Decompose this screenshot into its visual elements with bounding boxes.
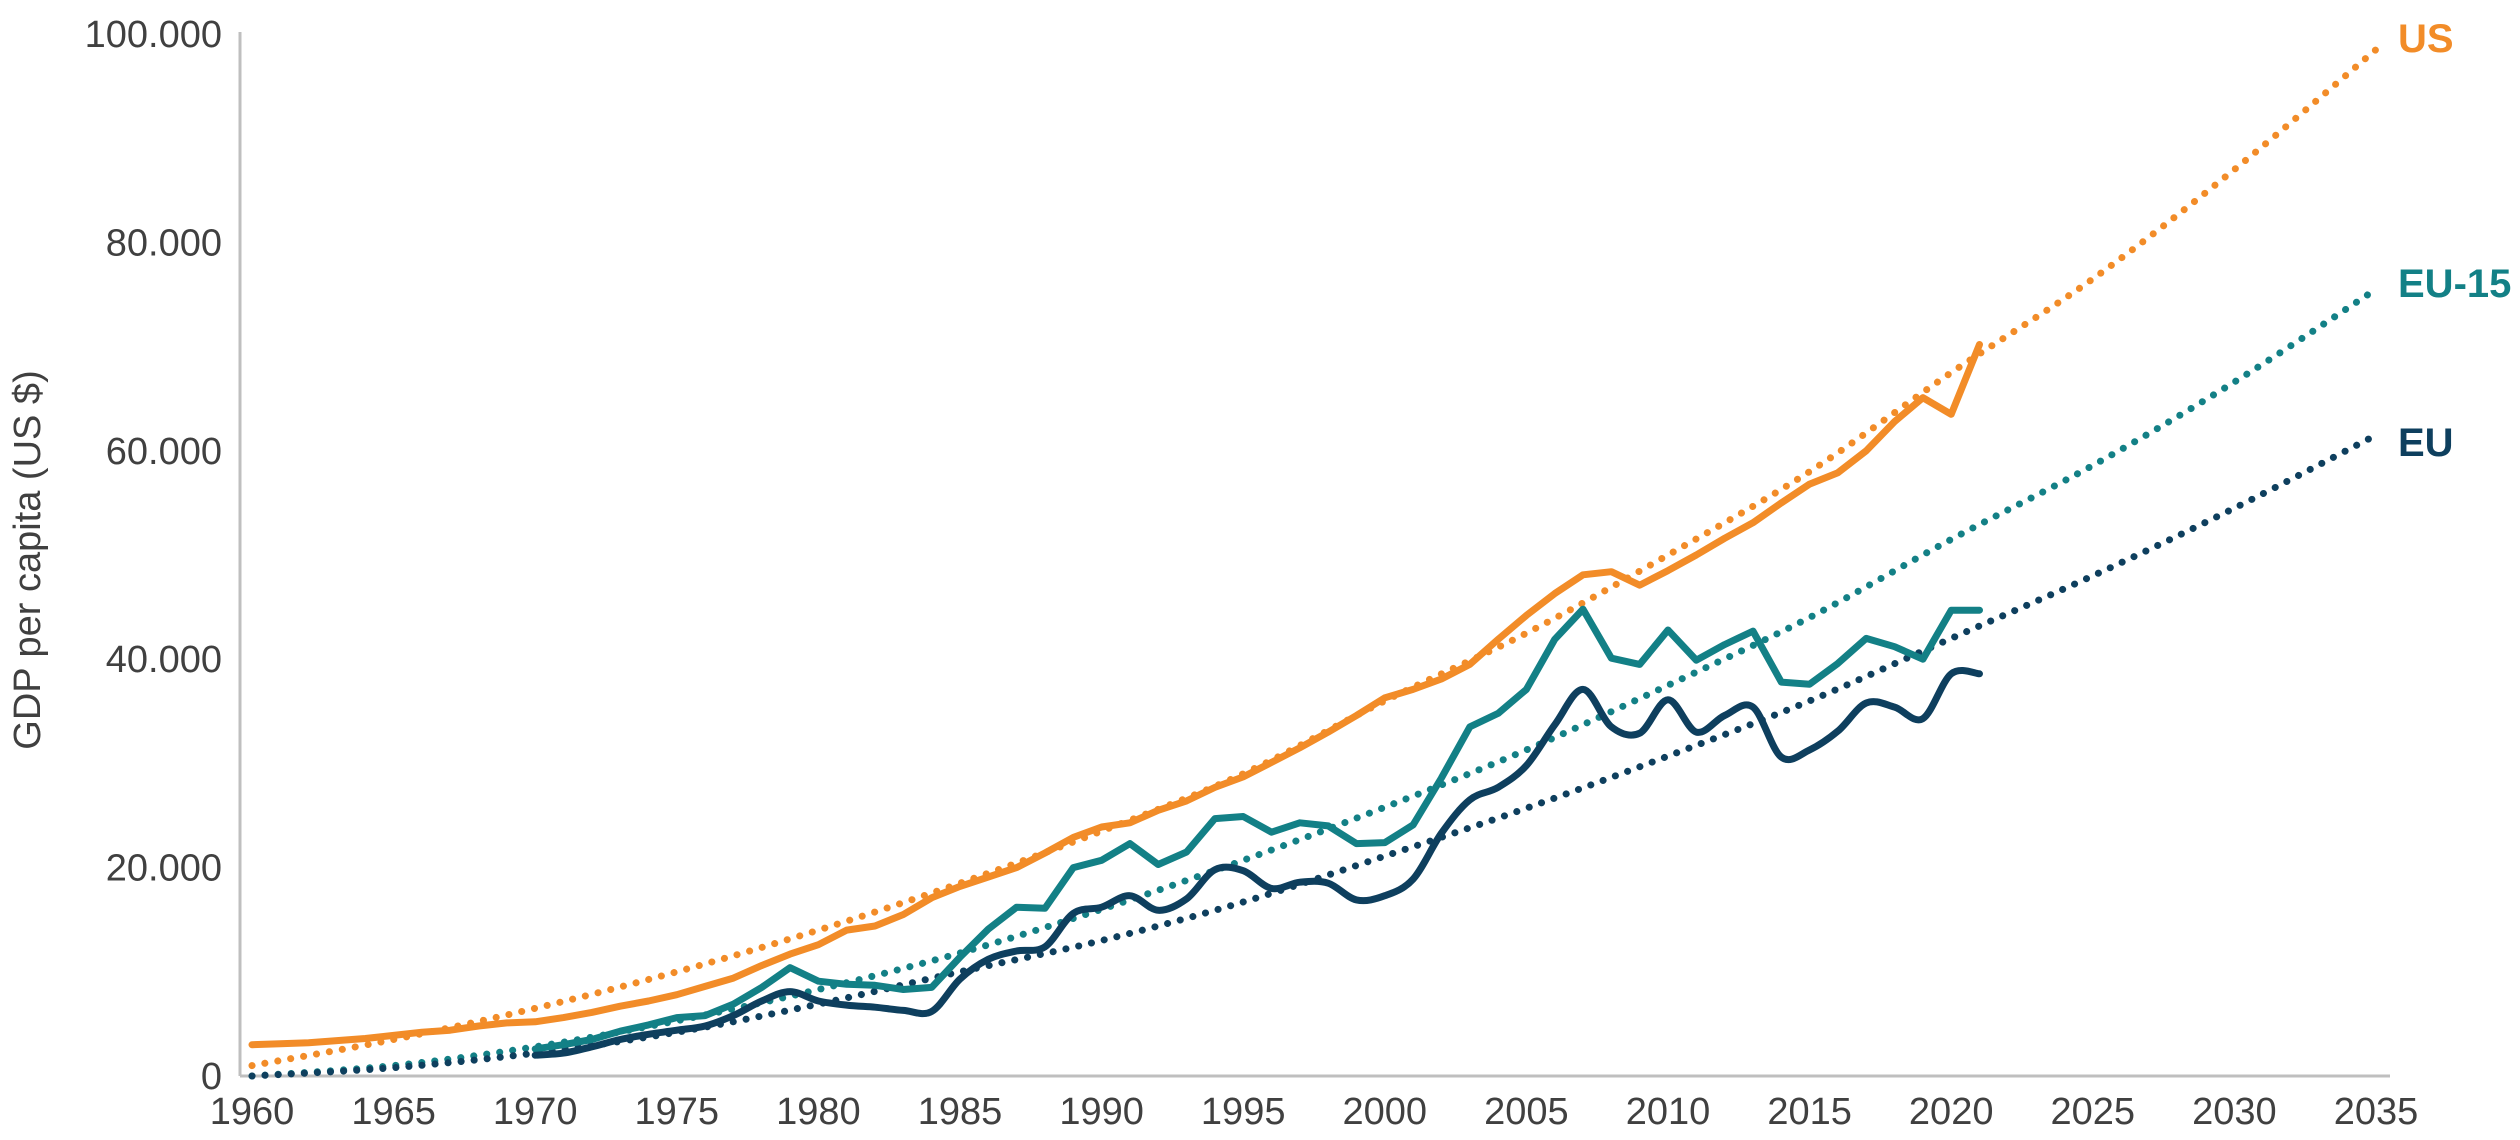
x-tick-label: 1970	[493, 1091, 578, 1133]
x-tick-label: 1995	[1201, 1091, 1286, 1133]
x-tick-label: 2015	[1767, 1091, 1852, 1133]
x-tick-label: 2010	[1626, 1091, 1711, 1133]
series-line-eu15	[531, 605, 1983, 1053]
x-tick-label: 2035	[2334, 1091, 2419, 1133]
series-label-eu: EU	[2398, 421, 2454, 465]
series-labels: US EU-15 EU	[2398, 17, 2511, 465]
series-label-eu15: EU-15	[2398, 262, 2511, 306]
x-tick-labels: 1960 1965 1970 1975 1980 1985 1990 1995 2000 2005…	[210, 1091, 2419, 1133]
series-label-us: US	[2398, 17, 2454, 61]
x-tick-label: 2020	[1909, 1091, 1994, 1133]
x-tick-label: 1960	[210, 1091, 295, 1133]
x-tick-label: 2000	[1343, 1091, 1428, 1133]
x-tick-label: 2030	[2192, 1091, 2277, 1133]
x-tick-label: 1980	[776, 1091, 861, 1133]
x-tick-label: 1985	[918, 1091, 1003, 1133]
y-tick-labels: 0 20.000 40.000 60.000 80.000 100.000	[85, 14, 222, 1098]
x-tick-label: 2025	[2051, 1091, 2136, 1133]
y-tick-label: 0	[201, 1056, 222, 1098]
x-tick-label: 2005	[1484, 1091, 1569, 1133]
y-tick-label: 60.000	[106, 431, 222, 473]
trendline-eu15	[248, 285, 2380, 1080]
trendlines	[248, 46, 2380, 1080]
y-tick-label: 100.000	[85, 14, 222, 56]
axes	[238, 32, 2390, 1078]
y-tick-label: 20.000	[106, 848, 222, 890]
series-line-eu	[531, 667, 1983, 1059]
y-tick-label: 80.000	[106, 222, 222, 264]
y-axis-title: GDP per capita (US $)	[7, 370, 49, 749]
trendline-eu	[248, 431, 2380, 1080]
trendline-us	[248, 46, 2380, 1070]
series-line-us	[248, 341, 1983, 1049]
x-tick-label: 1990	[1059, 1091, 1144, 1133]
x-tick-label: 1975	[635, 1091, 720, 1133]
series-lines	[248, 341, 1983, 1059]
x-tick-label: 1965	[351, 1091, 436, 1133]
y-tick-label: 40.000	[106, 639, 222, 681]
